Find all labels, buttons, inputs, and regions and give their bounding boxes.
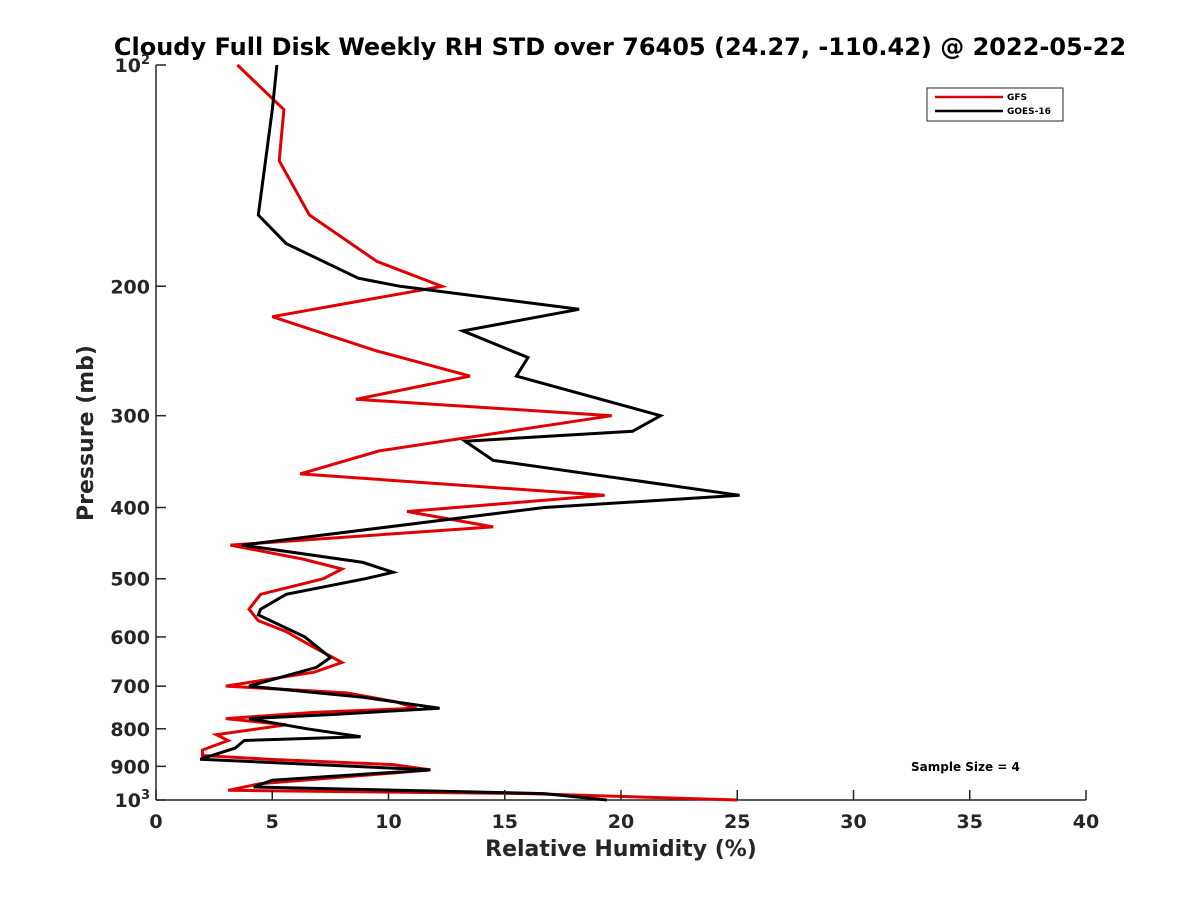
y-tick-label: 103 xyxy=(115,788,151,812)
x-axis-label: Relative Humidity (%) xyxy=(485,837,757,862)
x-tick-label: 30 xyxy=(840,811,866,833)
series-line-goes-16 xyxy=(199,64,740,802)
y-tick-label: 300 xyxy=(110,406,150,428)
series-line-gfs xyxy=(201,63,738,802)
x-tick-label: 5 xyxy=(266,811,279,833)
y-tick-label: 900 xyxy=(110,756,150,778)
y-tick-label: 400 xyxy=(110,498,150,520)
y-tick-label: 600 xyxy=(110,627,150,649)
legend: GFS GOES-16 xyxy=(926,87,1064,122)
x-tick-label: 40 xyxy=(1073,811,1099,833)
y-axis-label: Pressure (mb) xyxy=(74,345,99,521)
x-tick-label: 20 xyxy=(608,811,634,833)
y-tick-label: 102 xyxy=(115,53,151,77)
y-tick-label: 200 xyxy=(110,276,150,298)
x-tick-label: 25 xyxy=(724,811,750,833)
x-ticks: 0 5 10 15 20 25 30 35 40 xyxy=(149,790,1099,833)
x-tick-label: 0 xyxy=(149,811,162,833)
y-tick-exponent: 2 xyxy=(141,53,150,68)
x-tick-label: 10 xyxy=(375,811,401,833)
legend-label-gfs: GFS xyxy=(1007,93,1027,103)
chart-title: Cloudy Full Disk Weekly RH STD over 7640… xyxy=(114,33,1126,61)
y-ticks: 102 200 300 400 500 600 700 800 900 103 xyxy=(110,53,166,812)
y-tick-label: 500 xyxy=(110,569,150,591)
x-tick-label: 15 xyxy=(492,811,518,833)
legend-box xyxy=(926,87,1064,122)
legend-label-goes16: GOES-16 xyxy=(1007,107,1051,117)
y-tick-label: 700 xyxy=(110,676,150,698)
x-tick-label: 35 xyxy=(957,811,983,833)
series-layer xyxy=(199,63,740,802)
sample-size-annotation: Sample Size = 4 xyxy=(911,760,1020,774)
y-tick-label: 800 xyxy=(110,719,150,741)
y-tick-exponent: 3 xyxy=(141,788,150,803)
